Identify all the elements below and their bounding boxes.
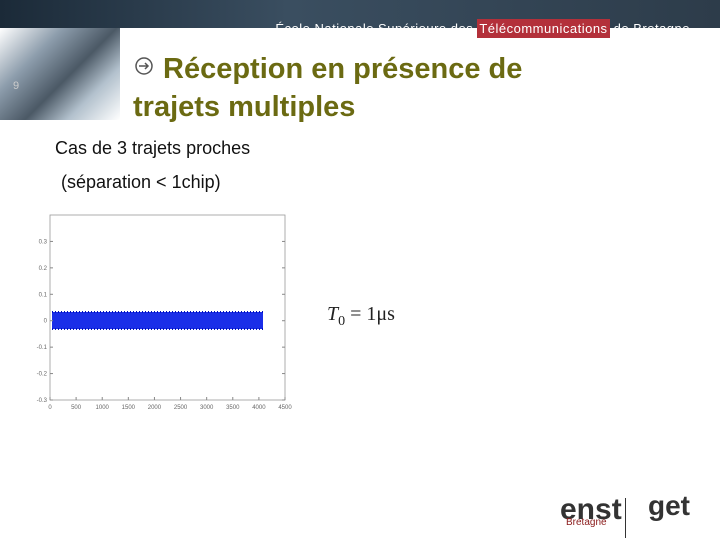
formula-rhs: = 1μs (350, 303, 395, 325)
y-tick-label: 0.3 (39, 239, 48, 245)
body-text: (séparation < 1chip) (61, 172, 221, 192)
x-tick-label: 1500 (122, 405, 136, 411)
y-tick-label: -0.1 (37, 345, 48, 351)
slide-number: 9 (13, 80, 20, 92)
y-tick-label: 0.2 (39, 266, 48, 272)
title: Réception en présence de trajets multipl… (133, 50, 522, 126)
x-tick-label: 3500 (226, 405, 240, 411)
formula: T0 = 1μs (327, 303, 395, 330)
title-line: trajets multiples (133, 91, 356, 123)
corner-image (0, 28, 120, 120)
y-tick-label: 0.1 (39, 292, 48, 298)
x-tick-label: 4500 (278, 405, 292, 411)
x-tick-label: 1000 (96, 405, 110, 411)
logo-bretagne: Bretagne (566, 517, 607, 528)
title-line: Réception en présence de (163, 53, 523, 85)
y-tick-label: -0.2 (37, 372, 48, 378)
title-bullet (135, 57, 153, 75)
logo-separator (625, 498, 626, 538)
header-highlight: Télécommunications (477, 19, 610, 38)
y-tick-label: 0 (44, 319, 48, 325)
body-text: Cas de 3 trajets proches (55, 138, 251, 158)
logo-enst: enst (560, 493, 622, 526)
formula-subscript: 0 (338, 314, 346, 329)
formula-symbol: T (327, 303, 339, 325)
axes-box (49, 214, 286, 401)
header-part: École Nationale Supérieure des (275, 21, 478, 36)
x-tick-label: 2500 (174, 405, 188, 411)
y-tick-label: -0.3 (37, 398, 48, 404)
x-tick-label: 3000 (200, 405, 214, 411)
x-tick-label: 500 (71, 405, 82, 411)
signal-edge (52, 311, 263, 330)
x-tick-label: 0 (48, 405, 52, 411)
signal-band (52, 312, 263, 329)
x-tick-label: 4000 (252, 405, 266, 411)
figure: -0.3 -0.2 -0.1 0 0.1 0.2 0.3 0 500 1000 1500 2000 25… (37, 214, 292, 411)
header-part: de Bretagne (609, 21, 690, 36)
x-tick-label: 2000 (148, 405, 162, 411)
header-text: École Nationale Supérieure des Télécommu… (275, 6, 690, 38)
logo-get: get (648, 490, 690, 521)
